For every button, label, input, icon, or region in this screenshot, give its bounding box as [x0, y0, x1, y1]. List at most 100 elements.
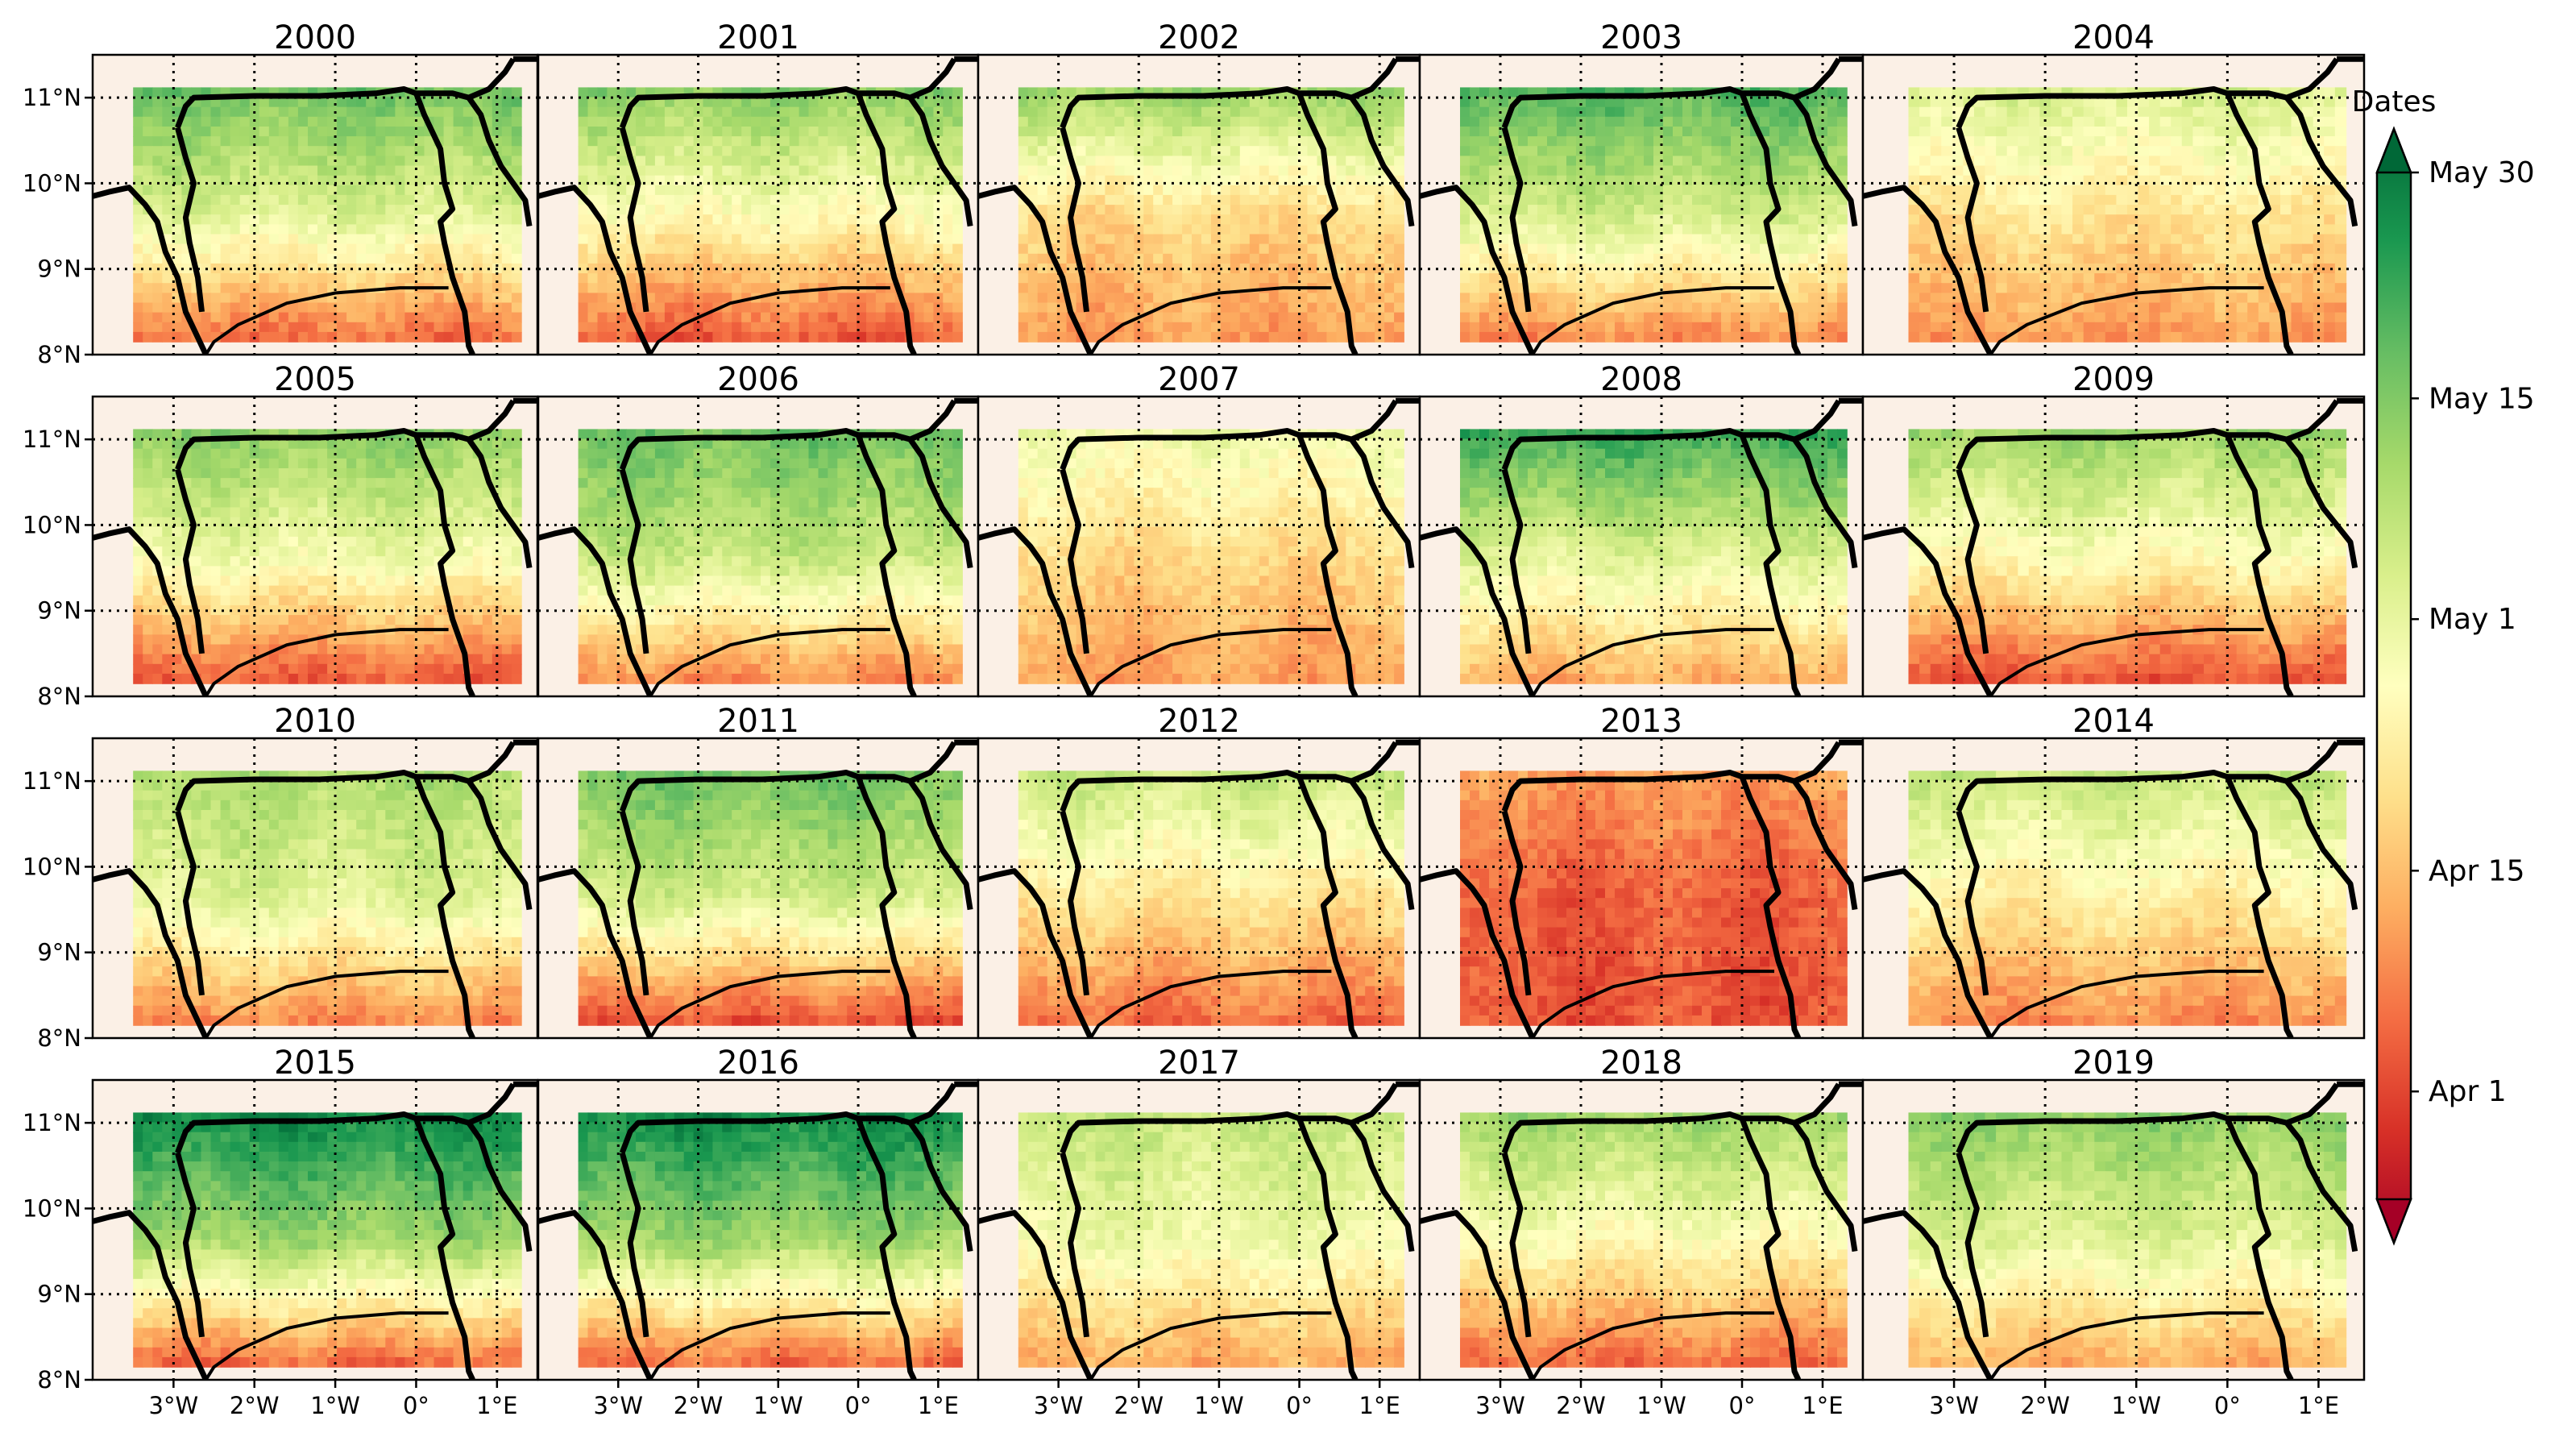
colorbar: Apr 1 Apr 15 May 1 May 15 May 30 Dates: [2352, 85, 2535, 1246]
map-panel-2001: 2001: [537, 19, 980, 356]
map-panel-2010: 2010 8°N 9°N 10°N 11°N: [23, 703, 539, 1052]
panel-title: 2000: [274, 19, 356, 56]
country-borders: [538, 739, 978, 1038]
panel-title: 2016: [717, 1045, 799, 1082]
country-borders: [93, 1081, 537, 1380]
xtick-label: 3°W: [593, 1392, 643, 1419]
country-borders: [93, 397, 537, 696]
ytick-label: 8°N: [37, 1024, 81, 1052]
xtick-label: 1°W: [1194, 1392, 1244, 1419]
xtick-label: 2°W: [230, 1392, 280, 1419]
onset-field: [1018, 429, 1404, 684]
panel-title: 2004: [2072, 19, 2155, 56]
map-panel-2015: 2015 8°N 9°N 10°N 11°N 3°W 2°W 1°W 0° 1°E: [23, 1045, 539, 1419]
country-borders: [1420, 1081, 1863, 1380]
panel-title: 2011: [717, 703, 799, 740]
map-panel-2016: 2016 3°W 2°W 1°W 0° 1°E: [537, 1045, 980, 1419]
panel-title: 2013: [1600, 703, 1682, 740]
country-borders: [1863, 397, 2364, 696]
colorbar-tick-label: May 1: [2429, 603, 2516, 636]
map-panel-2014: 2014: [1861, 703, 2366, 1040]
ytick-label: 8°N: [37, 683, 81, 710]
onset-field: [1908, 770, 2347, 1026]
xtick-label: 1°W: [2111, 1392, 2161, 1419]
colorbar-tick-label: May 30: [2429, 156, 2535, 189]
ytick-label: 11°N: [23, 84, 81, 111]
panel-title: 2005: [274, 361, 356, 398]
xtick-label: 0°: [845, 1392, 872, 1419]
ytick-label: 9°N: [37, 1281, 81, 1308]
panel-frame: [1861, 53, 2366, 356]
xtick-label: 1°E: [476, 1392, 517, 1419]
onset-field: [1018, 1112, 1404, 1368]
ytick-label: 10°N: [23, 169, 81, 197]
map-panel-2018: 2018 3°W 2°W 1°W 0° 1°E: [1418, 1045, 1865, 1419]
map-panel-2006: 2006: [537, 361, 980, 698]
xtick-label: 0°: [1286, 1392, 1313, 1419]
panel-title: 2009: [2072, 361, 2155, 398]
colorbar-extend-min: [2375, 1198, 2412, 1246]
country-borders: [93, 739, 537, 1038]
country-borders: [1420, 56, 1863, 355]
graticule: [978, 738, 1420, 1038]
map-panel-2019: 2019 3°W 2°W 1°W 0° 1°E: [1861, 1045, 2366, 1419]
xtick-label: 2°W: [1556, 1392, 1606, 1419]
xtick-label: 0°: [1729, 1392, 1756, 1419]
map-panel-2011: 2011: [537, 703, 980, 1040]
map-panel-2004: 2004: [1861, 19, 2366, 356]
ytick-label: 9°N: [37, 597, 81, 625]
panel-title: 2017: [1158, 1045, 1240, 1082]
xtick-label: 1°E: [918, 1392, 959, 1419]
panel-title: 2010: [274, 703, 356, 740]
graticule: [1420, 55, 1863, 355]
map-panel-2009: 2009: [1861, 361, 2366, 698]
map-panel-2017: 2017 3°W 2°W 1°W 0° 1°E: [977, 1045, 1421, 1419]
map-panel-2007: 2007: [977, 361, 1421, 698]
graticule: [978, 55, 1420, 355]
country-borders: [978, 739, 1420, 1038]
xtick-label: 3°W: [1929, 1392, 1979, 1419]
xtick-label: 3°W: [149, 1392, 199, 1419]
xtick-label: 1°E: [1802, 1392, 1843, 1419]
ytick-label: 10°N: [23, 1194, 81, 1222]
graticule: [93, 1080, 537, 1380]
xtick-label: 1°W: [753, 1392, 803, 1419]
xtick-label: 1°E: [2298, 1392, 2339, 1419]
graticule: [978, 397, 1420, 696]
panel-title: 2002: [1158, 19, 1240, 56]
ytick-label: 11°N: [23, 426, 81, 453]
country-borders: [1863, 739, 2364, 1038]
map-panel-2008: 2008: [1418, 361, 1865, 698]
colorbar-tick-label: Apr 1: [2429, 1075, 2507, 1108]
country-borders: [1863, 56, 2364, 355]
graticule: [1863, 1080, 2364, 1380]
xtick-label: 1°W: [310, 1392, 360, 1419]
ytick-label: 8°N: [37, 1366, 81, 1394]
country-borders: [1420, 397, 1863, 696]
panel-title: 2019: [2072, 1045, 2155, 1082]
xtick-label: 2°W: [2020, 1392, 2070, 1419]
graticule: [1420, 1080, 1863, 1380]
country-borders: [538, 397, 978, 696]
xtick-label: 2°W: [1114, 1392, 1164, 1419]
country-borders: [538, 1081, 978, 1380]
ytick-label: 11°N: [23, 1109, 81, 1136]
country-borders: [1863, 1081, 2364, 1380]
xtick-label: 1°E: [1359, 1392, 1400, 1419]
country-borders: [978, 56, 1420, 355]
panel-frame: [1861, 1078, 2366, 1381]
graticule: [93, 397, 537, 696]
country-borders: [978, 1081, 1420, 1380]
map-panel-2002: 2002: [977, 19, 1421, 356]
xtick-label: 2°W: [674, 1392, 724, 1419]
panel-frame: [1861, 395, 2366, 698]
graticule: [978, 1080, 1420, 1380]
map-panel-2000: 2000 8°N 9°N 10°N 11°N: [23, 19, 539, 368]
country-borders: [93, 56, 537, 355]
map-panel-2005: 2005 8°N 9°N 10°N 11°N: [23, 361, 539, 710]
map-panel-2012: 2012: [977, 703, 1421, 1040]
xtick-label: 3°W: [1034, 1392, 1084, 1419]
panel-title: 2018: [1600, 1045, 1682, 1082]
ytick-label: 9°N: [37, 255, 81, 283]
